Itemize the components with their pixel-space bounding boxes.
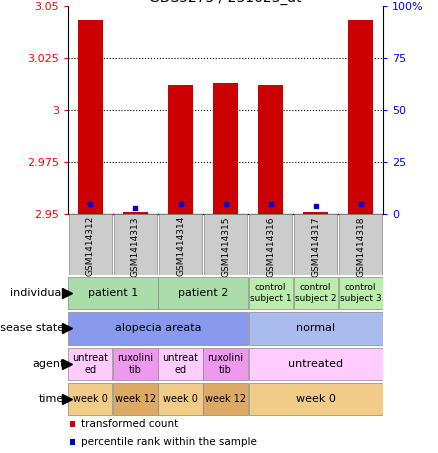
Bar	[248, 277, 293, 309]
Bar	[248, 383, 383, 415]
Text: week 12: week 12	[115, 394, 156, 404]
Text: untreat
ed: untreat ed	[72, 353, 109, 375]
Bar	[78, 20, 103, 214]
Bar	[68, 383, 113, 415]
Text: percentile rank within the sample: percentile rank within the sample	[81, 437, 257, 447]
Bar	[249, 214, 292, 275]
Text: GSM1414314: GSM1414314	[176, 216, 185, 276]
Bar	[70, 421, 74, 427]
Text: control
subject 1: control subject 1	[250, 284, 291, 303]
Bar	[68, 347, 113, 380]
Bar	[159, 347, 203, 380]
Text: GSM1414317: GSM1414317	[311, 216, 320, 277]
Text: GSM1414318: GSM1414318	[356, 216, 365, 277]
Bar	[68, 277, 158, 309]
Bar	[248, 347, 383, 380]
Text: control
subject 2: control subject 2	[295, 284, 336, 303]
Text: GSM1414316: GSM1414316	[266, 216, 275, 277]
Bar	[258, 85, 283, 214]
Text: ruxolini
tib: ruxolini tib	[117, 353, 154, 375]
Bar	[68, 312, 247, 345]
Bar	[70, 439, 74, 445]
Bar	[114, 214, 157, 275]
Text: disease state: disease state	[0, 323, 64, 333]
Text: GSM1414315: GSM1414315	[221, 216, 230, 277]
Bar	[248, 312, 383, 345]
Bar	[159, 214, 202, 275]
Text: week 0: week 0	[296, 394, 336, 404]
Bar	[204, 383, 247, 415]
Bar	[303, 212, 328, 214]
Text: patient 2: patient 2	[178, 288, 228, 298]
Title: GDS5275 / 231623_at: GDS5275 / 231623_at	[149, 0, 302, 5]
Text: transformed count: transformed count	[81, 419, 179, 429]
Text: week 0: week 0	[73, 394, 108, 404]
Text: untreat
ed: untreat ed	[162, 353, 198, 375]
Text: untreated: untreated	[288, 359, 343, 369]
Bar	[113, 347, 158, 380]
Bar	[293, 277, 338, 309]
Bar	[113, 383, 158, 415]
Text: control
subject 3: control subject 3	[340, 284, 381, 303]
Text: week 12: week 12	[205, 394, 246, 404]
Bar	[213, 83, 238, 214]
Bar	[159, 383, 203, 415]
Text: GSM1414313: GSM1414313	[131, 216, 140, 277]
Text: time: time	[39, 394, 64, 404]
Text: week 0: week 0	[163, 394, 198, 404]
Text: patient 1: patient 1	[88, 288, 138, 298]
Bar	[339, 277, 383, 309]
Text: agent: agent	[32, 359, 64, 369]
Text: individual: individual	[10, 288, 64, 298]
Bar	[123, 212, 148, 214]
Text: GSM1414312: GSM1414312	[86, 216, 95, 276]
Bar	[339, 214, 382, 275]
Text: normal: normal	[296, 323, 335, 333]
Bar	[204, 347, 247, 380]
Bar	[168, 85, 193, 214]
Text: alopecia areata: alopecia areata	[115, 323, 201, 333]
Bar	[204, 214, 247, 275]
Bar	[159, 277, 247, 309]
Bar	[348, 20, 373, 214]
Bar	[294, 214, 337, 275]
Bar	[69, 214, 112, 275]
Text: ruxolini
tib: ruxolini tib	[208, 353, 244, 375]
